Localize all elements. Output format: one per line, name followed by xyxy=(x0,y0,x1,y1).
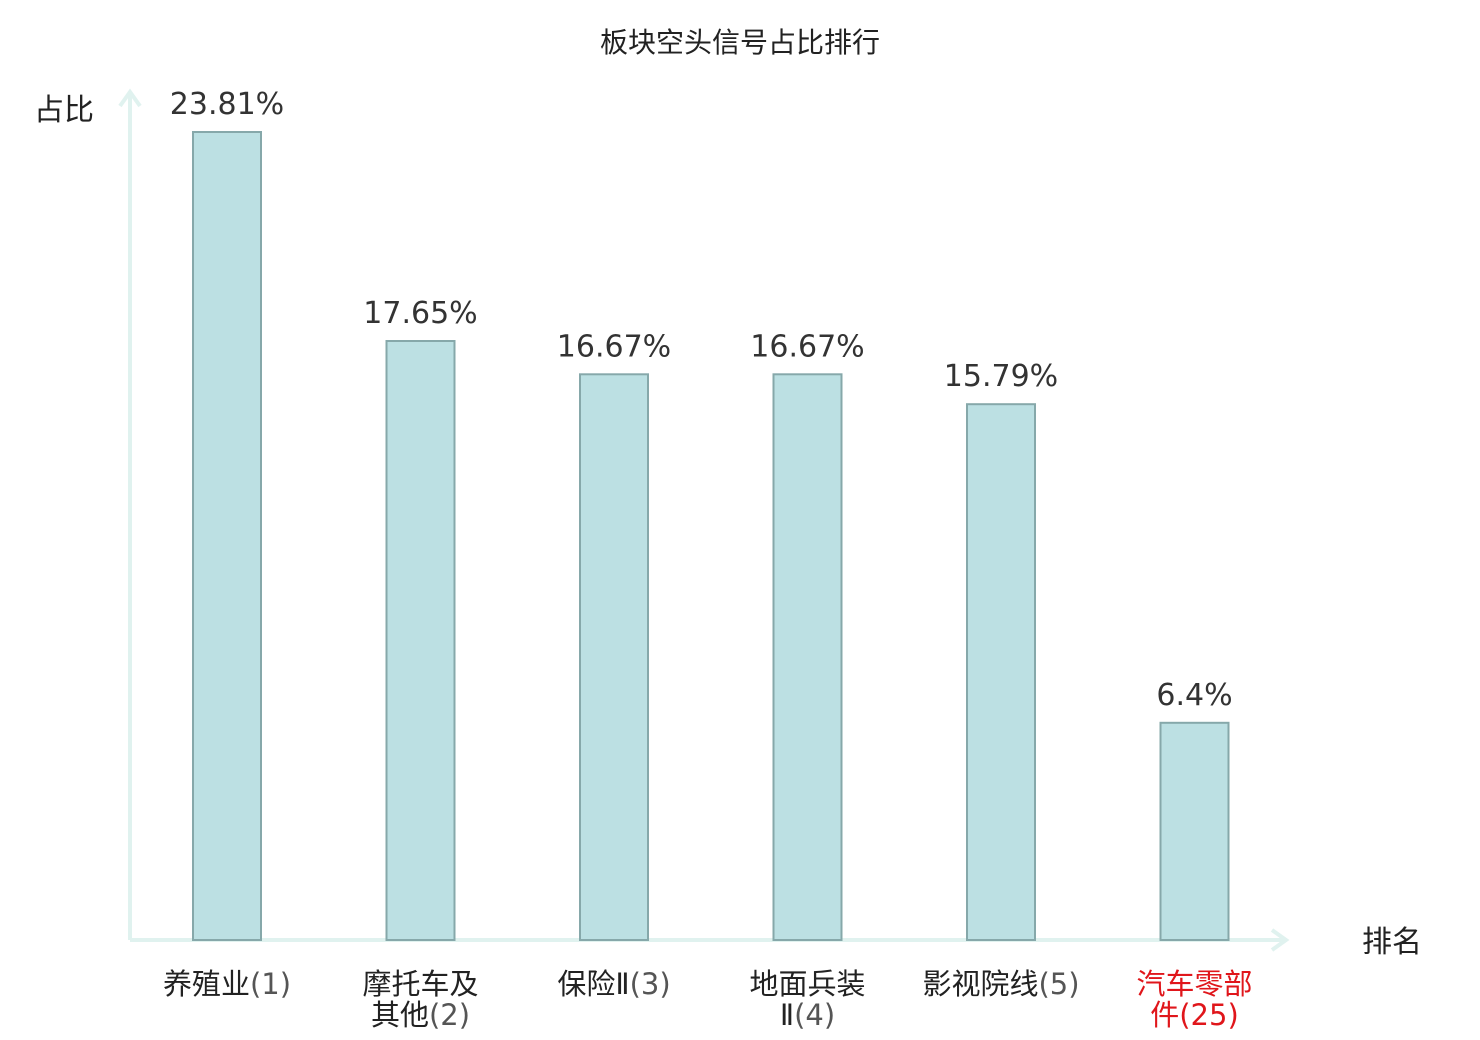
category-rank: (2) xyxy=(429,998,470,1032)
x-axis-arrow xyxy=(1270,928,1290,952)
x-axis-label: 排名 xyxy=(1362,925,1422,960)
bar-value-label: 15.79% xyxy=(944,359,1058,394)
category-name: 件 xyxy=(1150,998,1179,1032)
category-tick-label: 汽车零部 xyxy=(1136,967,1252,1001)
category-rank: (1) xyxy=(250,967,291,1001)
category-rank: (5) xyxy=(1038,967,1079,1001)
bar xyxy=(385,340,456,941)
category-rank: (4) xyxy=(794,998,835,1032)
category-name: 其他 xyxy=(371,998,429,1032)
category-tick-label: Ⅱ(4) xyxy=(780,998,835,1032)
category-name: Ⅱ xyxy=(780,998,794,1032)
category-name: 影视院线 xyxy=(922,967,1038,1001)
category-tick-label: 其他(2) xyxy=(371,998,470,1032)
value-labels-group: 23.81% 17.65% 16.67% 16.67% 15.79% 6.4% xyxy=(170,87,1233,713)
bar xyxy=(1159,721,1230,941)
category-tick-label: 地面兵装 xyxy=(749,967,865,1001)
category-tick-label: 摩托车及 xyxy=(362,967,478,1001)
y-axis-arrow xyxy=(118,88,142,108)
category-name: 汽车零部 xyxy=(1136,967,1252,1001)
category-tick-label: 保险Ⅱ(3) xyxy=(557,967,670,1001)
bar xyxy=(966,403,1036,941)
category-name: 保险Ⅱ xyxy=(557,967,629,1001)
chart-title: 板块空头信号占比排行 xyxy=(600,26,880,59)
y-axis-label: 占比 xyxy=(34,93,94,128)
category-tick-label: 影视院线(5) xyxy=(922,967,1079,1001)
bars-group xyxy=(192,131,1230,941)
bar xyxy=(772,373,843,941)
category-name: 养殖业 xyxy=(163,967,250,1001)
bar xyxy=(579,373,649,941)
bar-value-label: 23.81% xyxy=(170,87,284,122)
bar-value-label: 6.4% xyxy=(1156,678,1232,713)
category-tick-label: 件(25) xyxy=(1150,998,1239,1032)
category-rank: (3) xyxy=(630,967,671,1001)
category-tick-label: 养殖业(1) xyxy=(163,967,291,1001)
bar xyxy=(192,131,262,941)
category-name: 地面兵装 xyxy=(749,967,865,1001)
category-name: 摩托车及 xyxy=(362,967,478,1001)
bar-value-label: 16.67% xyxy=(557,329,671,364)
axes xyxy=(118,88,1290,952)
bar-value-label: 17.65% xyxy=(363,296,477,331)
category-rank: (25) xyxy=(1179,998,1239,1032)
bar-value-label: 16.67% xyxy=(750,329,864,364)
